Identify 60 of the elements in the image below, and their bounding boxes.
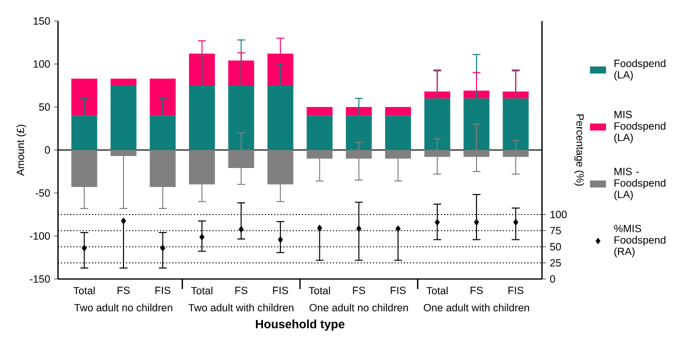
bar xyxy=(385,116,412,150)
point xyxy=(120,218,126,224)
bar xyxy=(228,60,254,86)
y-axis-title: Amount (£) xyxy=(16,124,26,176)
text: One adult with children xyxy=(424,304,530,312)
y2-axis-title: Percentage (%) xyxy=(574,114,584,186)
bar xyxy=(110,78,136,86)
legend-label: %MIS Foodspend (RA) xyxy=(614,224,666,258)
y2-tick-label: 100 xyxy=(550,210,567,218)
y2-tick-label: 50 xyxy=(550,243,561,250)
point xyxy=(82,244,87,252)
text: One adult no children xyxy=(310,304,408,312)
y-tick-label: 50 xyxy=(39,103,50,111)
y-tick-label: -150 xyxy=(30,275,50,283)
point xyxy=(356,225,362,232)
x-tick-label: FS xyxy=(470,286,483,294)
point xyxy=(513,218,518,226)
point xyxy=(434,218,440,226)
x-tick-label: Total xyxy=(73,286,95,294)
point xyxy=(199,234,205,240)
bar xyxy=(424,92,450,98)
point xyxy=(474,218,480,226)
x-tick-label: Total xyxy=(308,286,330,294)
x-tick-label: FIS xyxy=(155,286,170,294)
bar xyxy=(385,106,412,116)
y-tick-label: -100 xyxy=(30,232,50,240)
x-tick-label: FIS xyxy=(273,286,288,294)
y-tick-label: -50 xyxy=(36,189,50,197)
bar xyxy=(306,106,333,116)
y2-tick-label: 0 xyxy=(550,275,556,283)
text: Two adult no children xyxy=(74,304,172,312)
x-tick-label: FS xyxy=(235,286,248,294)
y-tick-label: 0 xyxy=(44,146,50,154)
point xyxy=(160,244,166,252)
text: Two adult with children xyxy=(188,304,294,312)
point xyxy=(317,224,322,232)
x-tick-label: FIS xyxy=(508,286,524,294)
bar xyxy=(346,106,372,116)
legend-label: Foodspend (LA) xyxy=(614,59,666,81)
point xyxy=(278,236,283,244)
x-tick-label: FIS xyxy=(390,286,406,294)
x-tick-label: FS xyxy=(353,286,366,294)
x-tick-label: Total xyxy=(426,286,448,294)
y2-tick-label: 25 xyxy=(550,259,561,267)
y2-tick-label: 75 xyxy=(550,226,561,234)
legend-label: MIS Foodspend (LA) xyxy=(614,110,666,144)
legend-label: MIS - Foodspend (LA) xyxy=(614,168,666,200)
bar xyxy=(110,85,136,150)
x-tick-label: Total xyxy=(191,286,212,294)
x-axis-title: Household type xyxy=(256,320,344,331)
x-tick-label: FS xyxy=(118,286,130,294)
point xyxy=(238,226,244,233)
bar xyxy=(150,78,176,116)
bar xyxy=(71,78,98,116)
y-tick-label: 150 xyxy=(34,17,50,25)
point xyxy=(395,225,401,232)
bar xyxy=(502,92,529,98)
bar xyxy=(306,116,333,150)
bar xyxy=(464,90,490,98)
y-tick-label: 100 xyxy=(34,60,50,68)
